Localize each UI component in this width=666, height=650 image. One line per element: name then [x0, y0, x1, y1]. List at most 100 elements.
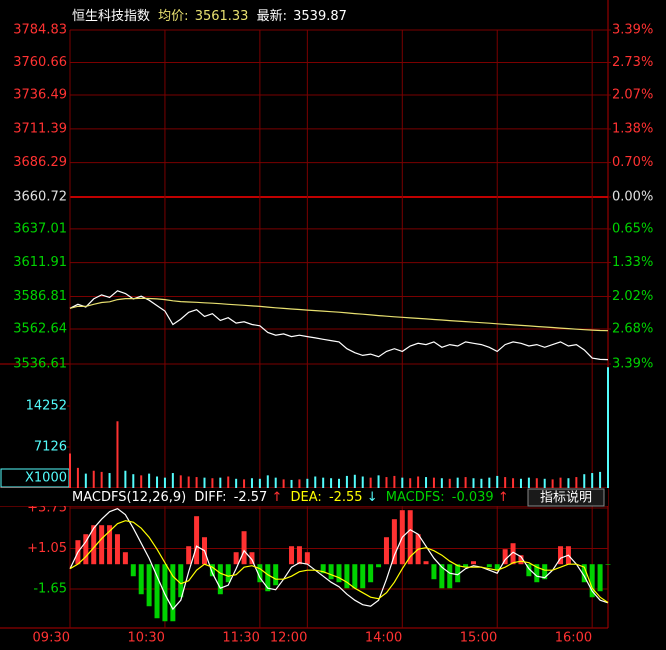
volume-bar — [148, 473, 151, 488]
volume-bar — [124, 470, 127, 488]
volume-bar — [519, 478, 522, 488]
volume-bar — [156, 476, 159, 488]
macd-bar — [209, 564, 215, 577]
dea-arrow: ↓ — [367, 490, 378, 505]
macd-bar — [494, 564, 500, 571]
indicator-help-button[interactable] — [527, 488, 605, 507]
macd-header-band — [0, 488, 608, 506]
macd-bar — [257, 564, 263, 583]
volume-bar — [345, 475, 348, 488]
y-tick-label: 3562.64 — [13, 321, 67, 336]
last-label: 最新: — [257, 8, 287, 24]
y2-tick-label: 3.39% — [612, 357, 653, 372]
macd-bar — [241, 531, 247, 565]
macd-bar — [471, 561, 476, 565]
y2-tick-label: 2.02% — [612, 289, 653, 304]
macd-bar — [328, 564, 334, 580]
macd-bar — [383, 537, 389, 565]
y-tick-label: 3686.29 — [13, 155, 67, 170]
volume-bar — [377, 475, 380, 488]
y-tick-label: -1.65 — [33, 581, 67, 596]
diff-line — [69, 508, 609, 611]
volume-bar — [140, 475, 143, 488]
macd-bar — [304, 552, 310, 565]
hist-arrow: ↑ — [498, 490, 509, 505]
macd-bar — [344, 564, 350, 589]
dea-value: -2.55 — [329, 490, 363, 505]
macd-bar — [273, 564, 279, 586]
dea-line — [69, 520, 609, 603]
y2-tick-label: 2.07% — [612, 88, 653, 103]
y-tick-label: 3586.81 — [13, 289, 67, 304]
macd-bar — [431, 564, 437, 580]
volume-bar — [353, 474, 356, 488]
volume-bar — [496, 475, 499, 488]
volume-bar — [92, 470, 95, 488]
macd-bar — [526, 564, 532, 577]
volume-bar — [338, 478, 340, 488]
macd-bar — [376, 564, 382, 568]
macd-bar — [439, 564, 445, 589]
macd-bar — [518, 555, 524, 565]
avg-value: 3561.33 — [195, 9, 249, 24]
macd-bar — [225, 564, 231, 583]
index-name: 恒生科技指数 — [72, 9, 150, 24]
volume-bar — [464, 477, 467, 488]
macd-bar — [83, 534, 89, 565]
macd-bar — [581, 564, 587, 583]
volume-bar — [472, 478, 475, 488]
macd-bar — [502, 549, 508, 565]
macd-bar — [289, 546, 295, 565]
macd-bar — [146, 564, 152, 607]
x-tick-label: 11:30 — [222, 631, 259, 646]
volume-bar — [219, 477, 222, 488]
macd-bar — [170, 564, 176, 622]
volume-bar — [235, 478, 238, 488]
indicator-help-label[interactable]: 指标说明 — [540, 491, 592, 506]
volume-bar — [314, 476, 317, 488]
volume-bar — [591, 473, 594, 488]
volume-bar — [266, 475, 269, 488]
macd-bar — [605, 564, 611, 565]
volume-bar — [393, 475, 396, 488]
y-tick-label: X1000 — [25, 471, 67, 486]
macd-bar — [447, 564, 453, 589]
x-tick-label: 10:30 — [127, 631, 164, 646]
macd-bar — [558, 546, 564, 565]
macd-bar — [186, 546, 192, 565]
last-value: 3539.87 — [293, 9, 347, 24]
macd-bar — [138, 564, 144, 595]
volume-bar — [69, 453, 71, 488]
volume-bar — [108, 473, 111, 488]
macd-bar — [352, 564, 358, 589]
macd-bar — [233, 552, 239, 565]
macd-bar — [407, 510, 413, 565]
x-tick-label: 16:00 — [555, 631, 592, 646]
volume-bar — [551, 479, 554, 488]
volume-bar — [195, 477, 198, 488]
y2-tick-label: 1.33% — [612, 255, 653, 270]
volume-bar — [100, 471, 103, 488]
macd-bar — [486, 564, 492, 568]
macd-bar — [542, 564, 548, 580]
volume-bar — [243, 479, 246, 488]
diff-value: -2.57 — [234, 490, 268, 505]
volume-bar — [488, 477, 491, 488]
volume-bar — [527, 477, 530, 488]
volume-bar — [401, 477, 404, 488]
diff-arrow: ↑ — [271, 490, 282, 505]
y-tick-label: 7126 — [34, 440, 67, 455]
volume-bar — [504, 477, 507, 488]
volume-bar — [480, 478, 483, 488]
y2-tick-label: 0.70% — [612, 155, 653, 170]
volume-bar — [417, 476, 420, 488]
macd-bar — [130, 564, 136, 577]
y-tick-label: 3660.72 — [13, 190, 67, 205]
volume-bar — [250, 478, 253, 488]
avg-label: 均价: — [158, 9, 188, 24]
diff-label: DIFF: — [194, 490, 226, 505]
y2-tick-label: 0.65% — [612, 222, 653, 237]
volume-bar — [512, 478, 515, 488]
volume-bar — [132, 474, 135, 488]
